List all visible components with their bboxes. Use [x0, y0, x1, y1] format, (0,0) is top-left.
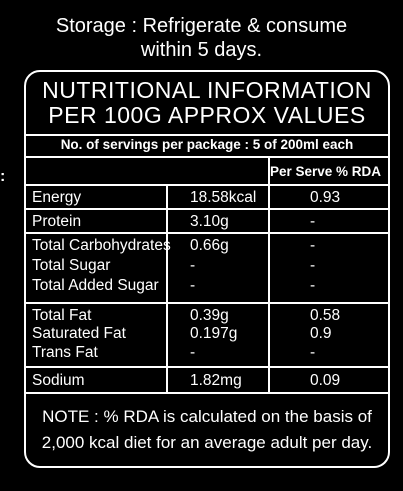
nutrient-value: 3.10g — [190, 213, 229, 230]
storage-line-2: within 5 days. — [140, 39, 263, 61]
nutrient-name: Total Carbohydrates — [32, 237, 171, 254]
nutrient-name: Total Fat — [32, 307, 92, 324]
table-line — [26, 302, 388, 304]
title-line-1: NUTRITIONAL INFORMATION — [42, 77, 372, 103]
nutrient-name: Energy — [32, 189, 82, 206]
servings-text: No. of servings per package : 5 of 200ml… — [60, 137, 354, 152]
divider — [26, 156, 388, 158]
nutrient-value: - — [190, 257, 196, 274]
nutrient-rda: - — [310, 213, 316, 230]
panel-title: NUTRITIONAL INFORMATION PER 100G APPROX … — [26, 78, 388, 128]
column-divider — [268, 156, 270, 392]
nutrient-rda: 0.9 — [310, 325, 332, 342]
nutrient-name: Trans Fat — [32, 344, 98, 361]
storage-line-1: Storage : Refrigerate & consume — [55, 15, 348, 37]
column-header: Per Serve % RDA — [270, 164, 382, 179]
nutrient-rda: 0.58 — [310, 307, 341, 324]
nutrient-rda: - — [310, 237, 316, 254]
nutrition-panel: NUTRITIONAL INFORMATION PER 100G APPROX … — [24, 70, 390, 468]
nutrient-name: Sodium — [32, 372, 85, 389]
nutrient-name: Protein — [32, 213, 82, 230]
title-line-2: PER 100G APPROX VALUES — [48, 102, 366, 128]
nutrient-value: 0.66g — [190, 237, 229, 254]
nutrient-rda: 0.93 — [310, 189, 341, 206]
note-line-2: 2,000 kcal diet for an average adult per… — [41, 433, 373, 452]
nutrient-rda: - — [310, 257, 316, 274]
nutrient-value: 0.39g — [190, 307, 229, 324]
table-line — [26, 184, 388, 186]
nutrient-name: Total Added Sugar — [32, 277, 159, 294]
nutrient-rda: - — [310, 344, 316, 361]
nutrient-value: 0.197g — [190, 325, 238, 342]
nutrient-value: 1.82mg — [190, 372, 242, 389]
rda-note: NOTE : % RDA is calculated on the basis … — [26, 404, 388, 456]
nutrient-rda: 0.09 — [310, 372, 341, 389]
divider — [26, 134, 388, 136]
nutrient-name: Saturated Fat — [32, 325, 126, 342]
column-divider — [166, 184, 168, 392]
table-line — [26, 366, 388, 368]
nutrient-rda: - — [310, 277, 316, 294]
table-line — [26, 208, 388, 210]
nutrient-value: 18.58kcal — [190, 189, 257, 206]
note-line-1: NOTE : % RDA is calculated on the basis … — [42, 407, 372, 426]
side-marker: : — [0, 168, 6, 185]
nutrient-value: - — [190, 344, 196, 361]
nutrient-name: Total Sugar — [32, 257, 111, 274]
table-line — [26, 392, 388, 394]
nutrient-value: - — [190, 277, 196, 294]
table-line — [26, 232, 388, 234]
storage-text: Storage : Refrigerate & consume within 5… — [0, 14, 403, 62]
